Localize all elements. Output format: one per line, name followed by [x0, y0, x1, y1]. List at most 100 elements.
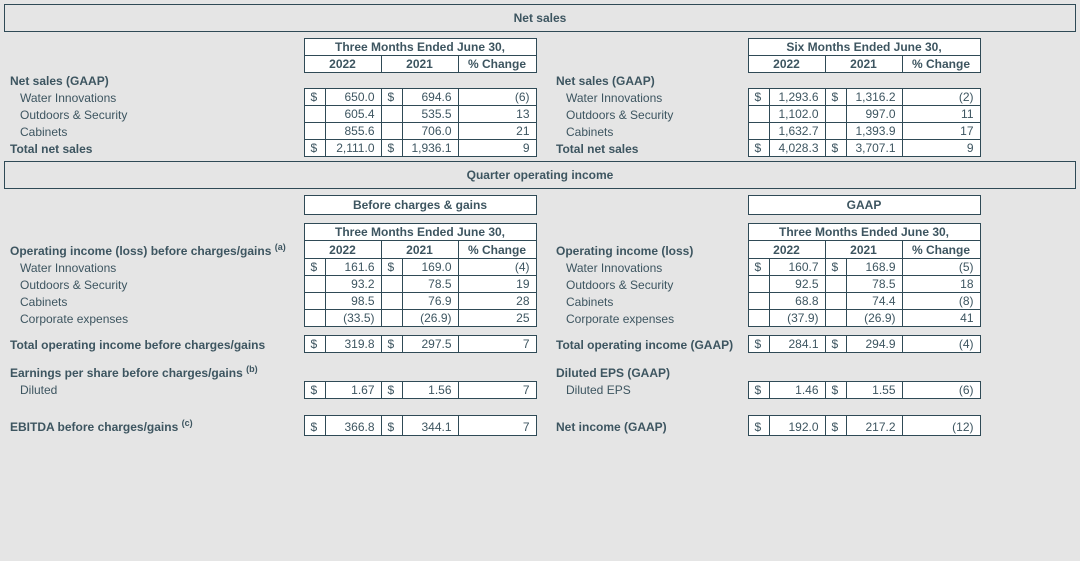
- table-cell: 13: [458, 106, 536, 123]
- currency-symbol: [748, 310, 769, 327]
- currency-symbol: $: [304, 336, 325, 353]
- table-cell: 1.46: [769, 381, 825, 398]
- currency-symbol: $: [381, 336, 402, 353]
- table-cell: 3,707.1: [846, 140, 902, 157]
- row-label: Corporate expenses: [4, 310, 304, 327]
- currency-symbol: [825, 106, 846, 123]
- currency-symbol: $: [825, 89, 846, 106]
- col-pct-2l: % Change: [458, 241, 536, 259]
- table-cell: 168.9: [846, 259, 902, 276]
- col-pctchange: % Change: [458, 56, 536, 73]
- table-row: Water Innovations $650.0$694.6 (6) Water…: [4, 89, 980, 106]
- table-cell: 78.5: [402, 276, 458, 293]
- table-cell: (33.5): [325, 310, 381, 327]
- row-heading-eps-l: Earnings per share before charges/gains …: [4, 361, 304, 381]
- table-row: Total operating income before charges/ga…: [4, 336, 980, 353]
- currency-symbol: $: [825, 140, 846, 157]
- table-cell: 297.5: [402, 336, 458, 353]
- currency-symbol: $: [748, 140, 769, 157]
- sub-gaap: GAAP: [748, 196, 980, 215]
- table-cell: 997.0: [846, 106, 902, 123]
- table-cell: 9: [458, 140, 536, 157]
- row-label-right: Corporate expenses: [550, 310, 748, 327]
- table-row: EBITDA before charges/gains (c) $366.8$3…: [4, 415, 980, 435]
- col-2021-2l: 2021: [381, 241, 458, 259]
- table-cell: 169.0: [402, 259, 458, 276]
- row-label: Total operating income before charges/ga…: [4, 336, 304, 353]
- currency-symbol: $: [748, 89, 769, 106]
- table-cell: 366.8: [325, 415, 381, 435]
- table-row: Outdoors & Security 605.4535.5 13 Outdoo…: [4, 106, 980, 123]
- table-row: Earnings per share before charges/gains …: [4, 361, 980, 381]
- row-label: Total net sales: [4, 140, 304, 157]
- col-2022-2l: 2022: [304, 241, 381, 259]
- table-cell: 706.0: [402, 123, 458, 140]
- col-pctchange-r: % Change: [902, 56, 980, 73]
- table-cell: (4): [458, 259, 536, 276]
- row-label-right: Cabinets: [550, 123, 748, 140]
- currency-symbol: [304, 293, 325, 310]
- table-cell: 294.9: [846, 336, 902, 353]
- currency-symbol: $: [748, 336, 769, 353]
- table-cell: 535.5: [402, 106, 458, 123]
- table-cell: 160.7: [769, 259, 825, 276]
- currency-symbol: [381, 106, 402, 123]
- table-cell: 284.1: [769, 336, 825, 353]
- row-label: Water Innovations: [4, 259, 304, 276]
- row-heading-netsales-l: Net sales (GAAP): [4, 73, 304, 89]
- sub-before-charges: Before charges & gains: [304, 196, 536, 215]
- row-label-right: Water Innovations: [550, 89, 748, 106]
- currency-symbol: [748, 276, 769, 293]
- currency-symbol: $: [381, 89, 402, 106]
- table-cell: 694.6: [402, 89, 458, 106]
- table-cell: 17: [902, 123, 980, 140]
- col-header-3mo-l: Three Months Ended June 30,: [304, 224, 536, 241]
- currency-symbol: [825, 293, 846, 310]
- row-label-right: Cabinets: [550, 293, 748, 310]
- currency-symbol: $: [304, 415, 325, 435]
- net-sales-table: Three Months Ended June 30, Six Months E…: [4, 38, 981, 157]
- row-label: Cabinets: [4, 123, 304, 140]
- row-label-right: Total net sales: [550, 140, 748, 157]
- table-cell: 76.9: [402, 293, 458, 310]
- table-cell: 1,293.6: [769, 89, 825, 106]
- table-cell: 1,936.1: [402, 140, 458, 157]
- row-heading-eps-r: Diluted EPS (GAAP): [550, 361, 748, 381]
- col-header-6mo: Six Months Ended June 30,: [748, 39, 980, 56]
- currency-symbol: [381, 310, 402, 327]
- currency-symbol: $: [825, 415, 846, 435]
- currency-symbol: $: [304, 381, 325, 398]
- row-label: Outdoors & Security: [4, 276, 304, 293]
- table-row: Diluted $1.67$1.56 7 Diluted EPS $1.46$1…: [4, 381, 980, 398]
- table-row: Cabinets 98.576.9 28 Cabinets 68.874.4 (…: [4, 293, 980, 310]
- row-heading-netincome: Net income (GAAP): [550, 415, 748, 435]
- row-heading-oi: Operating income (loss): [550, 241, 748, 259]
- currency-symbol: $: [304, 140, 325, 157]
- table-cell: 217.2: [846, 415, 902, 435]
- currency-symbol: [748, 106, 769, 123]
- table-cell: (4): [902, 336, 980, 353]
- table-cell: (26.9): [846, 310, 902, 327]
- table-cell: 9: [902, 140, 980, 157]
- table-cell: 1.56: [402, 381, 458, 398]
- table-cell: 1,393.9: [846, 123, 902, 140]
- table-cell: 650.0: [325, 89, 381, 106]
- row-label-right: Diluted EPS: [550, 381, 748, 398]
- table-cell: (6): [902, 381, 980, 398]
- table-cell: 68.8: [769, 293, 825, 310]
- currency-symbol: $: [381, 259, 402, 276]
- table-cell: (8): [902, 293, 980, 310]
- row-heading-oibcg: Operating income (loss) before charges/g…: [4, 241, 304, 259]
- currency-symbol: [304, 276, 325, 293]
- row-label: Diluted: [4, 381, 304, 398]
- table-cell: 7: [458, 415, 536, 435]
- row-label-right: Total operating income (GAAP): [550, 336, 748, 353]
- col-2022-r: 2022: [748, 56, 825, 73]
- row-label: Water Innovations: [4, 89, 304, 106]
- table-cell: 11: [902, 106, 980, 123]
- currency-symbol: [381, 123, 402, 140]
- table-cell: (37.9): [769, 310, 825, 327]
- table-cell: 18: [902, 276, 980, 293]
- row-heading-ebitda: EBITDA before charges/gains (c): [4, 415, 304, 435]
- table-cell: 855.6: [325, 123, 381, 140]
